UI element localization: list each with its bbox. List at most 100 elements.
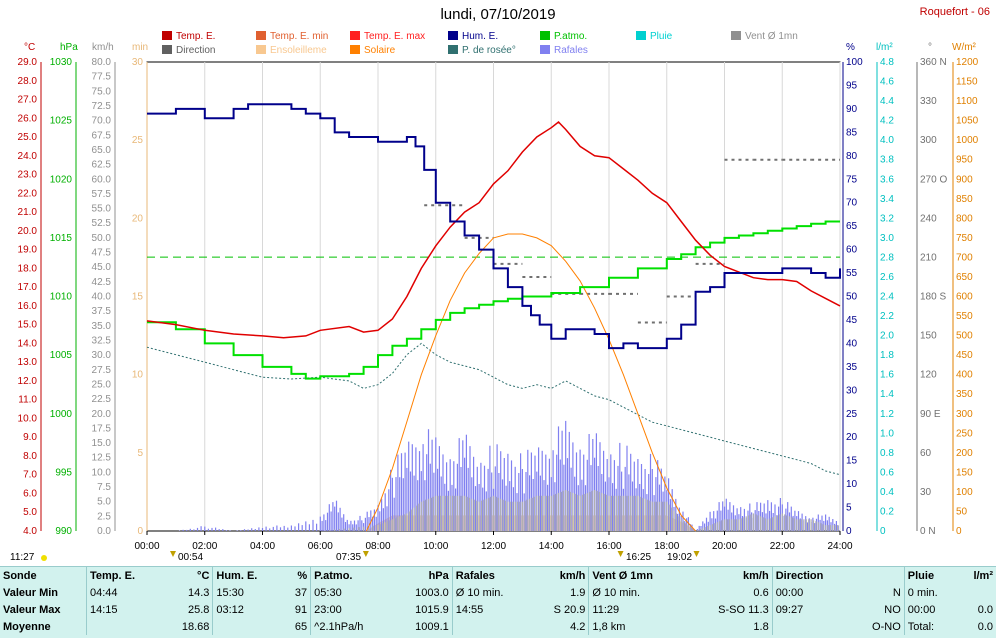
x-tick-label: 24:00 — [827, 541, 852, 552]
summary-cell — [852, 567, 904, 584]
axis-tick-label: 2.2 — [880, 311, 894, 322]
axis-tick-label: 300 — [956, 409, 973, 420]
legend-swatch — [448, 45, 458, 54]
humidity-axis-unit: % — [846, 42, 855, 53]
moonset-marker — [169, 551, 176, 557]
axis-tick-label: 77.5 — [92, 72, 112, 83]
x-tick-label: 22:00 — [770, 541, 795, 552]
axis-tick-label: 30 — [132, 57, 144, 68]
axis-tick-label: 75 — [846, 174, 858, 185]
summary-cell: Hum. E. — [212, 567, 283, 584]
axis-tick-label: 70.0 — [92, 116, 112, 127]
axis-tick-label: 10.0 — [92, 467, 112, 478]
axis-tick-label: 1200 — [956, 57, 979, 68]
axis-tick-label: 29.0 — [18, 57, 38, 68]
summary-cell: 4.2 — [570, 620, 586, 633]
axis-tick-label: 20 — [846, 432, 858, 443]
axis-tick-label: 400 — [956, 370, 973, 381]
legend-label: Pluie — [650, 31, 673, 42]
summary-cell: 09:27 — [771, 601, 853, 618]
sunset-marker — [693, 551, 700, 557]
summary-cell: km/h — [743, 569, 769, 582]
axis-tick-label: 52.5 — [92, 218, 112, 229]
legend-swatch — [256, 31, 266, 40]
axis-tick-label: 35.0 — [92, 321, 112, 332]
axis-tick-label: 4.8 — [880, 57, 894, 68]
axis-tick-label: 100 — [956, 487, 973, 498]
axis-tick-label: 800 — [956, 213, 973, 224]
summary-cell: 04:44 — [85, 584, 163, 601]
legend-label: Ensoleilleme — [270, 45, 327, 56]
legend-label: Vent Ø 1mn — [745, 31, 798, 42]
axis-tick-label: 2.6 — [880, 272, 894, 283]
axis-tick-label: 60 — [920, 448, 932, 459]
axis-tick-label: 650 — [956, 272, 973, 283]
summary-cell: Pluie — [903, 567, 959, 584]
axis-tick-label: 950 — [956, 155, 973, 166]
axis-tick-label: 3.8 — [880, 155, 894, 166]
axis-tick-label: 50.0 — [92, 233, 112, 244]
axis-tick-label: 1005 — [50, 350, 73, 361]
axis-tick-label: 25.0 — [18, 132, 38, 143]
x-tick-label: 12:00 — [481, 541, 506, 552]
x-tick-label: 14:00 — [539, 541, 564, 552]
axis-tick-label: 1000 — [956, 135, 979, 146]
legend-swatch — [731, 31, 741, 40]
summary-cell: Total: — [903, 618, 959, 635]
axis-tick-label: 1.4 — [880, 389, 894, 400]
axis-tick-label: 210 — [920, 252, 937, 263]
rain-axis-unit: l/m² — [876, 42, 893, 53]
axis-tick-label: 15 — [132, 292, 144, 303]
axis-tick-label: 250 — [956, 428, 973, 439]
axis-tick-label: 70 — [846, 198, 858, 209]
axis-tick-label: 180 S — [920, 292, 946, 303]
axis-tick-label: 0.8 — [880, 448, 894, 459]
axis-tick-label: 3.0 — [880, 233, 894, 244]
summary-cell — [85, 618, 163, 635]
x-tick-label: 02:00 — [192, 541, 217, 552]
summary-cell: Rafales — [451, 567, 533, 584]
summary-cell: 0.0 — [977, 603, 993, 616]
axis-tick-label: 19.0 — [18, 245, 38, 256]
pressure-line — [147, 220, 840, 380]
axis-tick-label: 17.0 — [18, 282, 38, 293]
axis-tick-label: 850 — [956, 194, 973, 205]
axis-tick-label: 25 — [132, 135, 144, 146]
summary-cell: 1.9 — [570, 586, 586, 599]
summary-cell: 05:30 — [310, 584, 393, 601]
legend-swatch — [350, 45, 360, 54]
axis-tick-label: 300 — [920, 135, 937, 146]
axis-tick-label: 100 — [846, 57, 863, 68]
summary-table: Sonde Temp. E. °C Hum. E.% P.atmo. hPa Rafales… — [0, 567, 996, 635]
legend-label: P. de rosée° — [462, 45, 516, 56]
axis-tick-label: 45.0 — [92, 262, 112, 273]
axis-tick-label: 500 — [956, 331, 973, 342]
legend-label: Rafales — [554, 45, 588, 56]
legend-label: Hum. E. — [462, 31, 499, 42]
axis-tick-label: 4.6 — [880, 77, 894, 88]
axis-tick-label: 5 — [846, 503, 852, 514]
axis-tick-label: 1020 — [50, 174, 73, 185]
axis-tick-label: 600 — [956, 292, 973, 303]
axis-tick-label: 0 N — [920, 526, 936, 537]
legend-item: Ensoleilleme — [256, 45, 327, 56]
axis-tick-label: 30.0 — [92, 350, 112, 361]
axis-tick-label: 1030 — [50, 57, 73, 68]
axis-tick-label: 0.0 — [97, 526, 111, 537]
dewpoint-line — [146, 342, 841, 476]
legend-item: Temp. E. min — [256, 31, 328, 42]
summary-cell: Vent Ø 1mn — [588, 567, 688, 584]
summary-cell: hPa — [428, 569, 449, 582]
axis-tick-label: 1.6 — [880, 370, 894, 381]
axis-tick-label: 1.2 — [880, 409, 894, 420]
axis-tick-label: 1.8 — [880, 350, 894, 361]
axis-tick-label: 10 — [132, 370, 144, 381]
axis-tick-label: 1010 — [50, 292, 73, 303]
legend-item: Vent Ø 1mn — [731, 31, 798, 42]
summary-cell: 1015.9 — [415, 603, 449, 616]
summary-cell: 14:55 — [451, 601, 533, 618]
axis-tick-label: 120 — [920, 370, 937, 381]
axis-tick-label: 4.0 — [880, 135, 894, 146]
axis-tick-label: 12.5 — [92, 453, 112, 464]
summary-cell — [451, 618, 533, 635]
